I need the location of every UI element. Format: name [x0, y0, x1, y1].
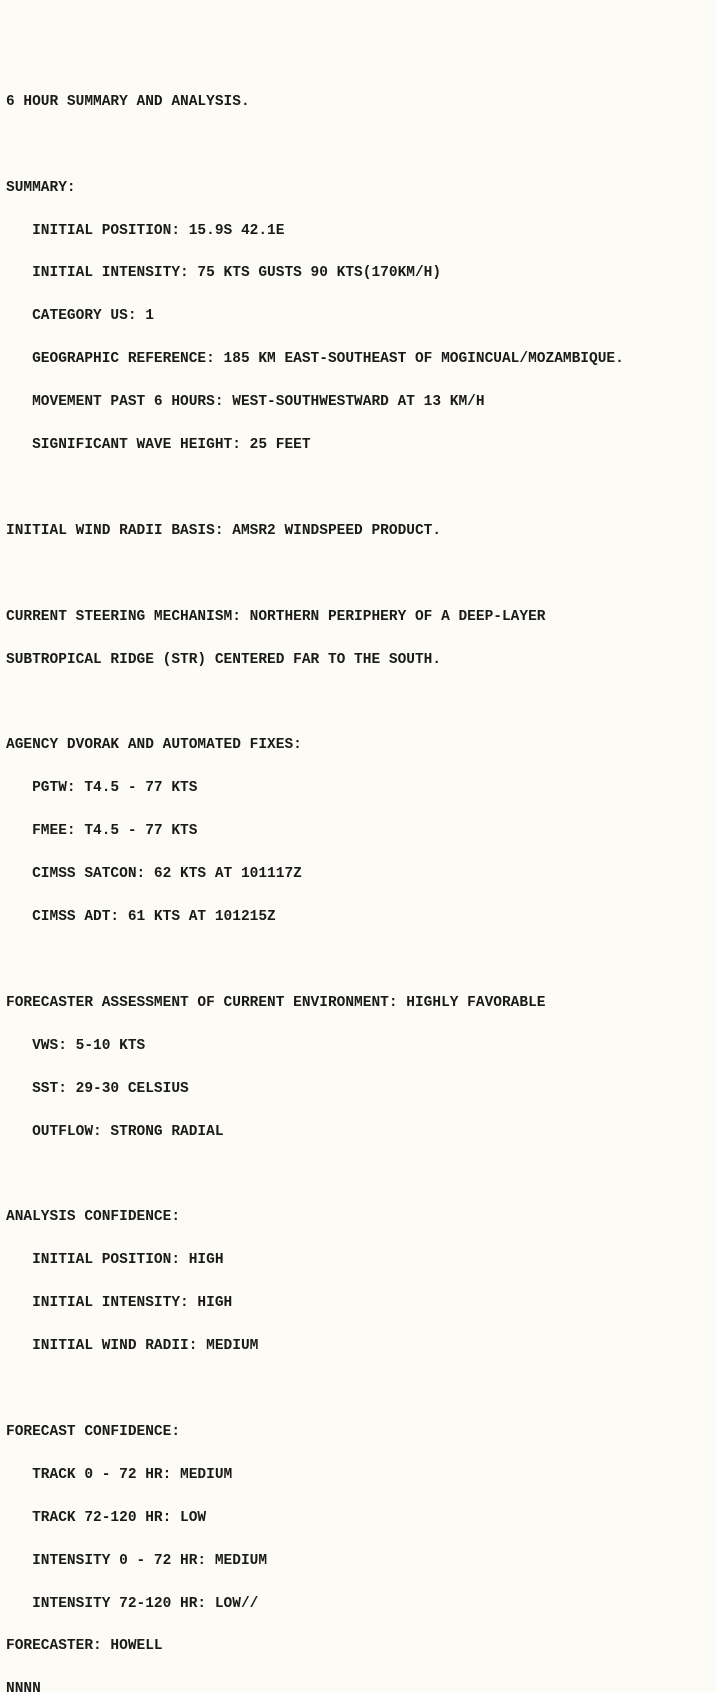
summary-wave-height: SIGNIFICANT WAVE HEIGHT: 25 FEET — [6, 435, 710, 456]
analysis-int: INITIAL INTENSITY: HIGH — [6, 1293, 710, 1314]
summary-heading: SUMMARY: — [6, 178, 710, 199]
summary-initial-position-text: INITIAL POSITION: 15.9S 42.1E — [32, 223, 284, 239]
summary-movement: MOVEMENT PAST 6 HOURS: WEST-SOUTHWESTWAR… — [6, 392, 710, 413]
env-outflow: OUTFLOW: STRONG RADIAL — [6, 1122, 710, 1143]
title: 6 HOUR SUMMARY AND ANALYSIS. — [6, 92, 710, 113]
summary-initial-position: INITIAL POSITION: 15.9S 42.1E — [6, 221, 710, 242]
blank — [6, 564, 710, 585]
summary-initial-intensity: INITIAL INTENSITY: 75 KTS GUSTS 90 KTS(1… — [6, 263, 710, 284]
steering-line2: SUBTROPICAL RIDGE (STR) CENTERED FAR TO … — [6, 650, 710, 671]
dvorak-fmee-text: FMEE: T4.5 - 77 KTS — [32, 823, 197, 839]
wind-radii-basis: INITIAL WIND RADII BASIS: AMSR2 WINDSPEE… — [6, 521, 710, 542]
blank — [6, 1164, 710, 1185]
env-sst: SST: 29-30 CELSIUS — [6, 1079, 710, 1100]
dvorak-adt: CIMSS ADT: 61 KTS AT 101215Z — [6, 907, 710, 928]
analysis-int-text: INITIAL INTENSITY: HIGH — [32, 1295, 232, 1311]
forecast-i2-text: INTENSITY 72-120 HR: LOW// — [32, 1596, 258, 1612]
dvorak-pgtw-text: PGTW: T4.5 - 77 KTS — [32, 780, 197, 796]
terminator: NNNN — [6, 1679, 710, 1692]
summary-category: CATEGORY US: 1 — [6, 306, 710, 327]
env-heading: FORECASTER ASSESSMENT OF CURRENT ENVIRON… — [6, 993, 710, 1014]
forecast-heading: FORECAST CONFIDENCE: — [6, 1422, 710, 1443]
dvorak-heading: AGENCY DVORAK AND AUTOMATED FIXES: — [6, 735, 710, 756]
forecast-t2-text: TRACK 72-120 HR: LOW — [32, 1510, 206, 1526]
summary-geo-ref-text: GEOGRAPHIC REFERENCE: 185 KM EAST-SOUTHE… — [32, 351, 624, 367]
env-sst-text: SST: 29-30 CELSIUS — [32, 1081, 189, 1097]
analysis-pos-text: INITIAL POSITION: HIGH — [32, 1252, 223, 1268]
analysis-pos: INITIAL POSITION: HIGH — [6, 1250, 710, 1271]
analysis-radii: INITIAL WIND RADII: MEDIUM — [6, 1336, 710, 1357]
analysis-radii-text: INITIAL WIND RADII: MEDIUM — [32, 1338, 258, 1354]
forecaster: FORECASTER: HOWELL — [6, 1636, 710, 1657]
summary-initial-intensity-text: INITIAL INTENSITY: 75 KTS GUSTS 90 KTS(1… — [32, 265, 441, 281]
forecast-t2: TRACK 72-120 HR: LOW — [6, 1508, 710, 1529]
summary-category-text: CATEGORY US: 1 — [32, 308, 154, 324]
dvorak-satcon-text: CIMSS SATCON: 62 KTS AT 101117Z — [32, 866, 302, 882]
dvorak-pgtw: PGTW: T4.5 - 77 KTS — [6, 778, 710, 799]
forecast-i2: INTENSITY 72-120 HR: LOW// — [6, 1594, 710, 1615]
dvorak-adt-text: CIMSS ADT: 61 KTS AT 101215Z — [32, 909, 276, 925]
blank — [6, 950, 710, 971]
summary-wave-height-text: SIGNIFICANT WAVE HEIGHT: 25 FEET — [32, 437, 310, 453]
forecast-i1: INTENSITY 0 - 72 HR: MEDIUM — [6, 1551, 710, 1572]
blank — [6, 135, 710, 156]
forecast-t1-text: TRACK 0 - 72 HR: MEDIUM — [32, 1467, 232, 1483]
dvorak-satcon: CIMSS SATCON: 62 KTS AT 101117Z — [6, 864, 710, 885]
env-vws: VWS: 5-10 KTS — [6, 1036, 710, 1057]
analysis-heading: ANALYSIS CONFIDENCE: — [6, 1207, 710, 1228]
steering-line1: CURRENT STEERING MECHANISM: NORTHERN PER… — [6, 607, 710, 628]
forecast-i1-text: INTENSITY 0 - 72 HR: MEDIUM — [32, 1553, 267, 1569]
env-vws-text: VWS: 5-10 KTS — [32, 1038, 145, 1054]
blank — [6, 1379, 710, 1400]
env-outflow-text: OUTFLOW: STRONG RADIAL — [32, 1124, 223, 1140]
summary-movement-text: MOVEMENT PAST 6 HOURS: WEST-SOUTHWESTWAR… — [32, 394, 484, 410]
dvorak-fmee: FMEE: T4.5 - 77 KTS — [6, 821, 710, 842]
blank — [6, 693, 710, 714]
summary-geo-ref: GEOGRAPHIC REFERENCE: 185 KM EAST-SOUTHE… — [6, 349, 710, 370]
forecast-t1: TRACK 0 - 72 HR: MEDIUM — [6, 1465, 710, 1486]
blank — [6, 478, 710, 499]
